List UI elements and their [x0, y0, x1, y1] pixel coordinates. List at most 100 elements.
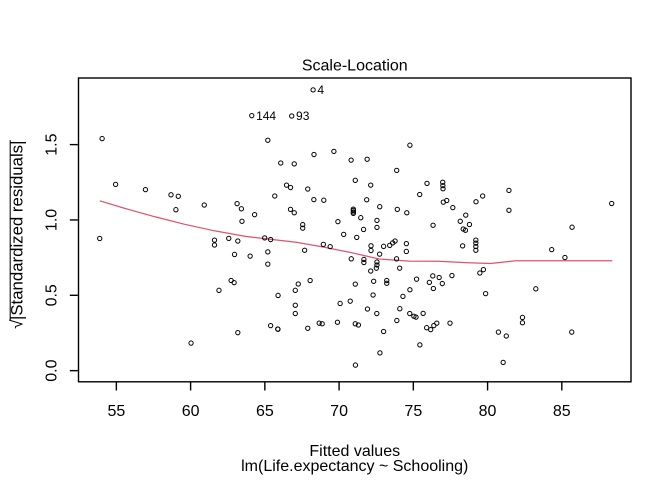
data-point — [392, 238, 398, 244]
data-point — [173, 207, 179, 213]
data-point — [292, 287, 298, 293]
data-point — [403, 248, 410, 255]
data-point — [175, 193, 181, 199]
data-point — [275, 292, 281, 299]
data-point — [374, 262, 380, 268]
data-point — [337, 300, 343, 307]
data-point — [251, 212, 258, 218]
data-point — [394, 317, 400, 324]
data-point — [424, 180, 430, 186]
data-point — [265, 249, 271, 255]
data-point — [370, 292, 376, 298]
data-point — [374, 217, 380, 224]
data-point — [235, 238, 241, 244]
data-point — [168, 192, 174, 198]
data-point — [331, 148, 337, 155]
data-point — [380, 243, 387, 249]
data-point — [201, 202, 207, 208]
data-point — [352, 177, 358, 183]
data-point — [424, 325, 430, 331]
data-point — [327, 243, 333, 250]
data-point — [291, 210, 297, 216]
data-point — [247, 253, 253, 259]
data-point — [289, 113, 295, 119]
data-point — [292, 310, 298, 317]
data-point — [374, 259, 380, 265]
data-point — [231, 251, 238, 258]
data-point — [403, 240, 410, 247]
data-point — [519, 320, 526, 326]
data-point — [417, 191, 423, 198]
data-point — [549, 246, 555, 253]
data-point — [503, 333, 509, 339]
data-point — [450, 204, 456, 211]
data-point — [480, 193, 486, 199]
data-point — [319, 321, 325, 327]
data-point — [394, 167, 400, 174]
data-point — [440, 186, 446, 192]
data-point — [462, 227, 469, 233]
data-point — [352, 362, 359, 368]
data-point — [439, 280, 445, 287]
data-point — [417, 342, 423, 348]
chart-title: Scale-Location — [302, 58, 408, 75]
data-point — [480, 267, 487, 273]
data-point — [112, 181, 119, 188]
data-point — [361, 259, 367, 266]
data-point — [272, 193, 278, 199]
data-point — [211, 242, 218, 248]
data-point — [569, 224, 575, 230]
data-point — [307, 277, 313, 284]
data-point — [300, 225, 306, 231]
data-point — [301, 247, 308, 253]
data-point — [361, 256, 367, 263]
sqrt-sign: √ — [7, 319, 26, 329]
data-point — [368, 247, 374, 254]
data-point — [231, 279, 237, 286]
data-point — [265, 137, 271, 143]
x-tick-label: 60 — [182, 403, 200, 420]
point-id-label: 144 — [256, 109, 276, 123]
y-axis-label: |Standardized residuals| — [7, 141, 26, 320]
data-point — [283, 182, 290, 188]
data-point — [376, 251, 383, 257]
x-tick-label: 80 — [479, 403, 497, 420]
data-point — [275, 326, 281, 332]
data-point — [430, 273, 436, 279]
data-point — [249, 113, 255, 119]
data-point — [380, 328, 387, 335]
sub-caption: lm(Life.expectancy ~ Schooling) — [241, 458, 468, 475]
x-tick-label: 55 — [107, 403, 125, 420]
y-axis-label-group: √|Standardized residuals| — [7, 140, 26, 329]
data-point — [358, 215, 364, 221]
y-tick-label: 1.5 — [44, 133, 61, 155]
data-point — [404, 210, 410, 216]
data-point — [142, 187, 149, 193]
data-point — [368, 182, 374, 188]
data-point — [506, 187, 512, 194]
data-point — [447, 320, 453, 326]
data-point — [239, 218, 245, 224]
data-point — [440, 182, 446, 189]
point-id-label: 4 — [317, 83, 324, 97]
data-point — [348, 157, 354, 163]
data-point — [99, 135, 105, 142]
data-point — [449, 272, 455, 279]
data-point — [211, 237, 218, 243]
data-point — [287, 184, 294, 191]
data-point — [354, 234, 360, 241]
x-tick-label: 70 — [330, 403, 348, 420]
data-point — [335, 218, 341, 225]
data-point — [393, 256, 400, 262]
data-point — [473, 243, 479, 250]
data-point — [311, 196, 317, 203]
data-point — [320, 241, 327, 248]
point-id-label: 93 — [296, 109, 310, 123]
x-tick-label: 85 — [553, 403, 571, 420]
data-point — [352, 321, 358, 327]
data-point — [407, 287, 413, 293]
y-tick-label: 1.0 — [44, 209, 61, 231]
data-point — [384, 277, 390, 284]
